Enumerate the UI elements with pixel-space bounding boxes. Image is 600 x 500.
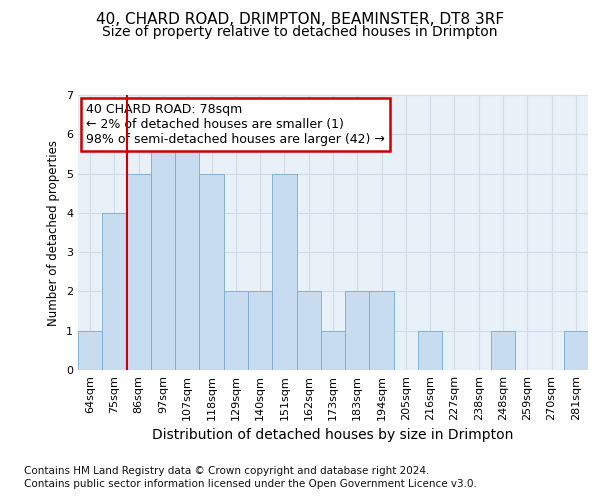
Bar	[78, 330, 102, 370]
Bar	[491, 330, 515, 370]
Bar	[345, 292, 370, 370]
Bar	[151, 134, 175, 370]
Text: Contains public sector information licensed under the Open Government Licence v3: Contains public sector information licen…	[24, 479, 477, 489]
Text: Size of property relative to detached houses in Drimpton: Size of property relative to detached ho…	[102, 25, 498, 39]
Bar	[175, 134, 199, 370]
Y-axis label: Number of detached properties: Number of detached properties	[47, 140, 61, 326]
Text: 40, CHARD ROAD, DRIMPTON, BEAMINSTER, DT8 3RF: 40, CHARD ROAD, DRIMPTON, BEAMINSTER, DT…	[96, 12, 504, 28]
Bar	[418, 330, 442, 370]
Text: 40 CHARD ROAD: 78sqm
← 2% of detached houses are smaller (1)
98% of semi-detache: 40 CHARD ROAD: 78sqm ← 2% of detached ho…	[86, 104, 385, 146]
Bar	[102, 213, 127, 370]
Bar	[296, 292, 321, 370]
Bar	[199, 174, 224, 370]
Bar	[370, 292, 394, 370]
Bar	[127, 174, 151, 370]
Bar	[248, 292, 272, 370]
X-axis label: Distribution of detached houses by size in Drimpton: Distribution of detached houses by size …	[152, 428, 514, 442]
Bar	[272, 174, 296, 370]
Bar	[224, 292, 248, 370]
Bar	[564, 330, 588, 370]
Bar	[321, 330, 345, 370]
Text: Contains HM Land Registry data © Crown copyright and database right 2024.: Contains HM Land Registry data © Crown c…	[24, 466, 430, 476]
